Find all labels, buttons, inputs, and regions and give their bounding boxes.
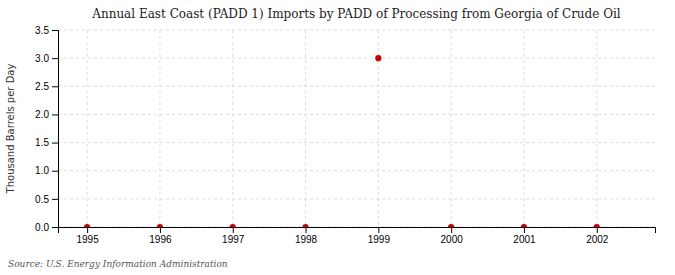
- tick-mark: [597, 227, 598, 233]
- tick: 0.5: [35, 194, 58, 205]
- tick-mark: [52, 227, 58, 228]
- tick-mark: [524, 227, 525, 233]
- tick-label: 1997: [222, 234, 245, 245]
- tick: 3.5: [35, 25, 58, 36]
- grid-line: [58, 114, 655, 115]
- tick-mark: [52, 58, 58, 59]
- tick-mark: [52, 199, 58, 200]
- grid-line: [305, 30, 306, 227]
- grid: [58, 30, 655, 227]
- tick-mark: [52, 30, 58, 31]
- point: [230, 224, 236, 227]
- point: [594, 224, 600, 227]
- tick-mark: [451, 227, 452, 233]
- grid-line: [58, 58, 655, 59]
- tick: 0.0: [35, 222, 58, 233]
- tick-label: 0.5: [35, 194, 49, 205]
- point: [302, 224, 308, 227]
- grid-line: [523, 30, 524, 227]
- point: [375, 55, 381, 61]
- tick-label: 1995: [76, 234, 99, 245]
- tick-label: 2002: [586, 234, 609, 245]
- tick-mark: [378, 227, 379, 233]
- tick-label: 1999: [368, 234, 391, 245]
- tick: 2000: [441, 227, 464, 245]
- axis-line: [59, 228, 656, 234]
- tick-mark: [52, 86, 58, 87]
- tick-mark: [52, 171, 58, 172]
- tick-label: 3.0: [35, 53, 49, 64]
- points: [84, 55, 600, 227]
- tick: 2002: [586, 227, 609, 245]
- tick-label: 2.0: [35, 109, 49, 120]
- tick: 1997: [222, 227, 245, 245]
- grid-line: [58, 30, 655, 31]
- tick-mark: [306, 227, 307, 233]
- tick-label: 2000: [441, 234, 464, 245]
- title: Annual East Coast (PADD 1) Imports by PA…: [91, 7, 621, 21]
- tick: 1998: [295, 227, 318, 245]
- tick-label: 1998: [295, 234, 318, 245]
- grid-line: [159, 30, 160, 227]
- tick: 2001: [513, 227, 536, 245]
- tick: 1995: [76, 227, 99, 245]
- x-axis: 1995 1996 1997 1998 1999 2000 2001 2002: [59, 227, 656, 245]
- tick: 2.5: [35, 81, 58, 92]
- tick: 2.0: [35, 109, 58, 120]
- grid-line: [58, 170, 655, 171]
- grid-line: [596, 30, 597, 227]
- tick-label: 1.5: [35, 137, 49, 148]
- tick-label: 2.5: [35, 81, 49, 92]
- tick: 3.0: [35, 53, 58, 64]
- grid-line: [87, 30, 88, 227]
- point: [157, 224, 163, 227]
- grid-line: [451, 30, 452, 227]
- tick: 1999: [368, 227, 391, 245]
- tick-label: 1.0: [35, 165, 49, 176]
- point: [448, 224, 454, 227]
- y-axis-title: Thousand Barrels per Day: [5, 64, 16, 195]
- tick-mark: [233, 227, 234, 233]
- point: [84, 224, 90, 227]
- y-axis: 0.0 0.5 1.0 1.5 2.0 2.5 3.0 3.5: [35, 25, 58, 233]
- tick: 1.0: [35, 165, 58, 176]
- chart: 1995 1996 1997 1998 1999 2000 2001 2002 0.0 0.5 1.…: [0, 0, 675, 275]
- grid-line: [232, 30, 233, 227]
- tick-mark: [52, 143, 58, 144]
- axis-line: [52, 31, 59, 228]
- grid-line: [58, 142, 655, 143]
- tick-mark: [87, 227, 88, 233]
- tick-label: 3.5: [35, 25, 49, 36]
- tick-label: 1996: [149, 234, 172, 245]
- grid-line: [58, 86, 655, 87]
- tick-label: 2001: [513, 234, 536, 245]
- annotation: Source: U.S. Energy Information Administ…: [8, 259, 228, 269]
- tick: 1996: [149, 227, 172, 245]
- tick-mark: [52, 114, 58, 115]
- tick-mark: [160, 227, 161, 233]
- tick: 1.5: [35, 137, 58, 148]
- point: [521, 224, 527, 227]
- grid-line: [58, 198, 655, 199]
- plot: 1995 1996 1997 1998 1999 2000 2001 2002 0.0 0.5 1.…: [35, 25, 655, 245]
- tick-label: 0.0: [35, 222, 49, 233]
